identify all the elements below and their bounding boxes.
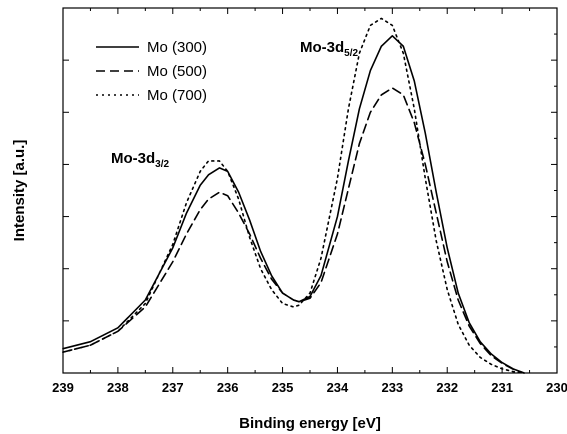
series-line: [62, 87, 525, 374]
x-tick-label: 234: [327, 380, 349, 395]
x-ticks: 239 238 237 236 235 234 233 232 231 230: [52, 7, 567, 395]
legend: Mo (300) Mo (500) Mo (700): [96, 39, 207, 104]
x-tick-label: 231: [491, 380, 513, 395]
x-tick-label: 236: [217, 380, 239, 395]
x-tick-label: 230: [546, 380, 567, 395]
x-tick-label: 237: [162, 380, 184, 395]
x-tick-label: 239: [52, 380, 74, 395]
legend-label: Mo (700): [147, 87, 207, 104]
series-lines: [62, 17, 525, 374]
x-axis-title: Binding energy [eV]: [239, 415, 381, 432]
legend-label: Mo (500): [147, 63, 207, 80]
x-tick-label: 233: [381, 380, 403, 395]
peak-annotations: Mo-3d3/2 Mo-3d5/2: [111, 39, 359, 170]
peak-label: Mo-3d5/2: [300, 39, 359, 59]
series-line: [62, 35, 525, 374]
x-tick-label: 232: [436, 380, 458, 395]
plot-frame: [62, 7, 558, 374]
series-line: [62, 17, 525, 374]
y-axis-title: Intensity [a.u.]: [11, 140, 28, 242]
peak-label-subscript: 5/2: [344, 48, 358, 59]
x-tick-label: 238: [107, 380, 129, 395]
peak-label-subscript: 3/2: [155, 159, 169, 170]
peak-label: Mo-3d3/2: [111, 150, 170, 170]
legend-label: Mo (300): [147, 39, 207, 56]
x-tick-label: 235: [272, 380, 294, 395]
